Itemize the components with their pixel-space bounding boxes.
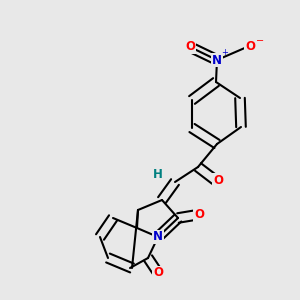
Text: O: O [185,40,195,53]
Text: O: O [194,208,204,221]
Text: −: − [256,36,265,46]
Text: O: O [153,266,163,280]
Text: N: N [153,230,163,244]
Text: O: O [245,40,255,53]
Text: O: O [213,173,223,187]
Text: N: N [212,53,222,67]
Text: +: + [221,48,228,57]
Text: H: H [153,169,163,182]
